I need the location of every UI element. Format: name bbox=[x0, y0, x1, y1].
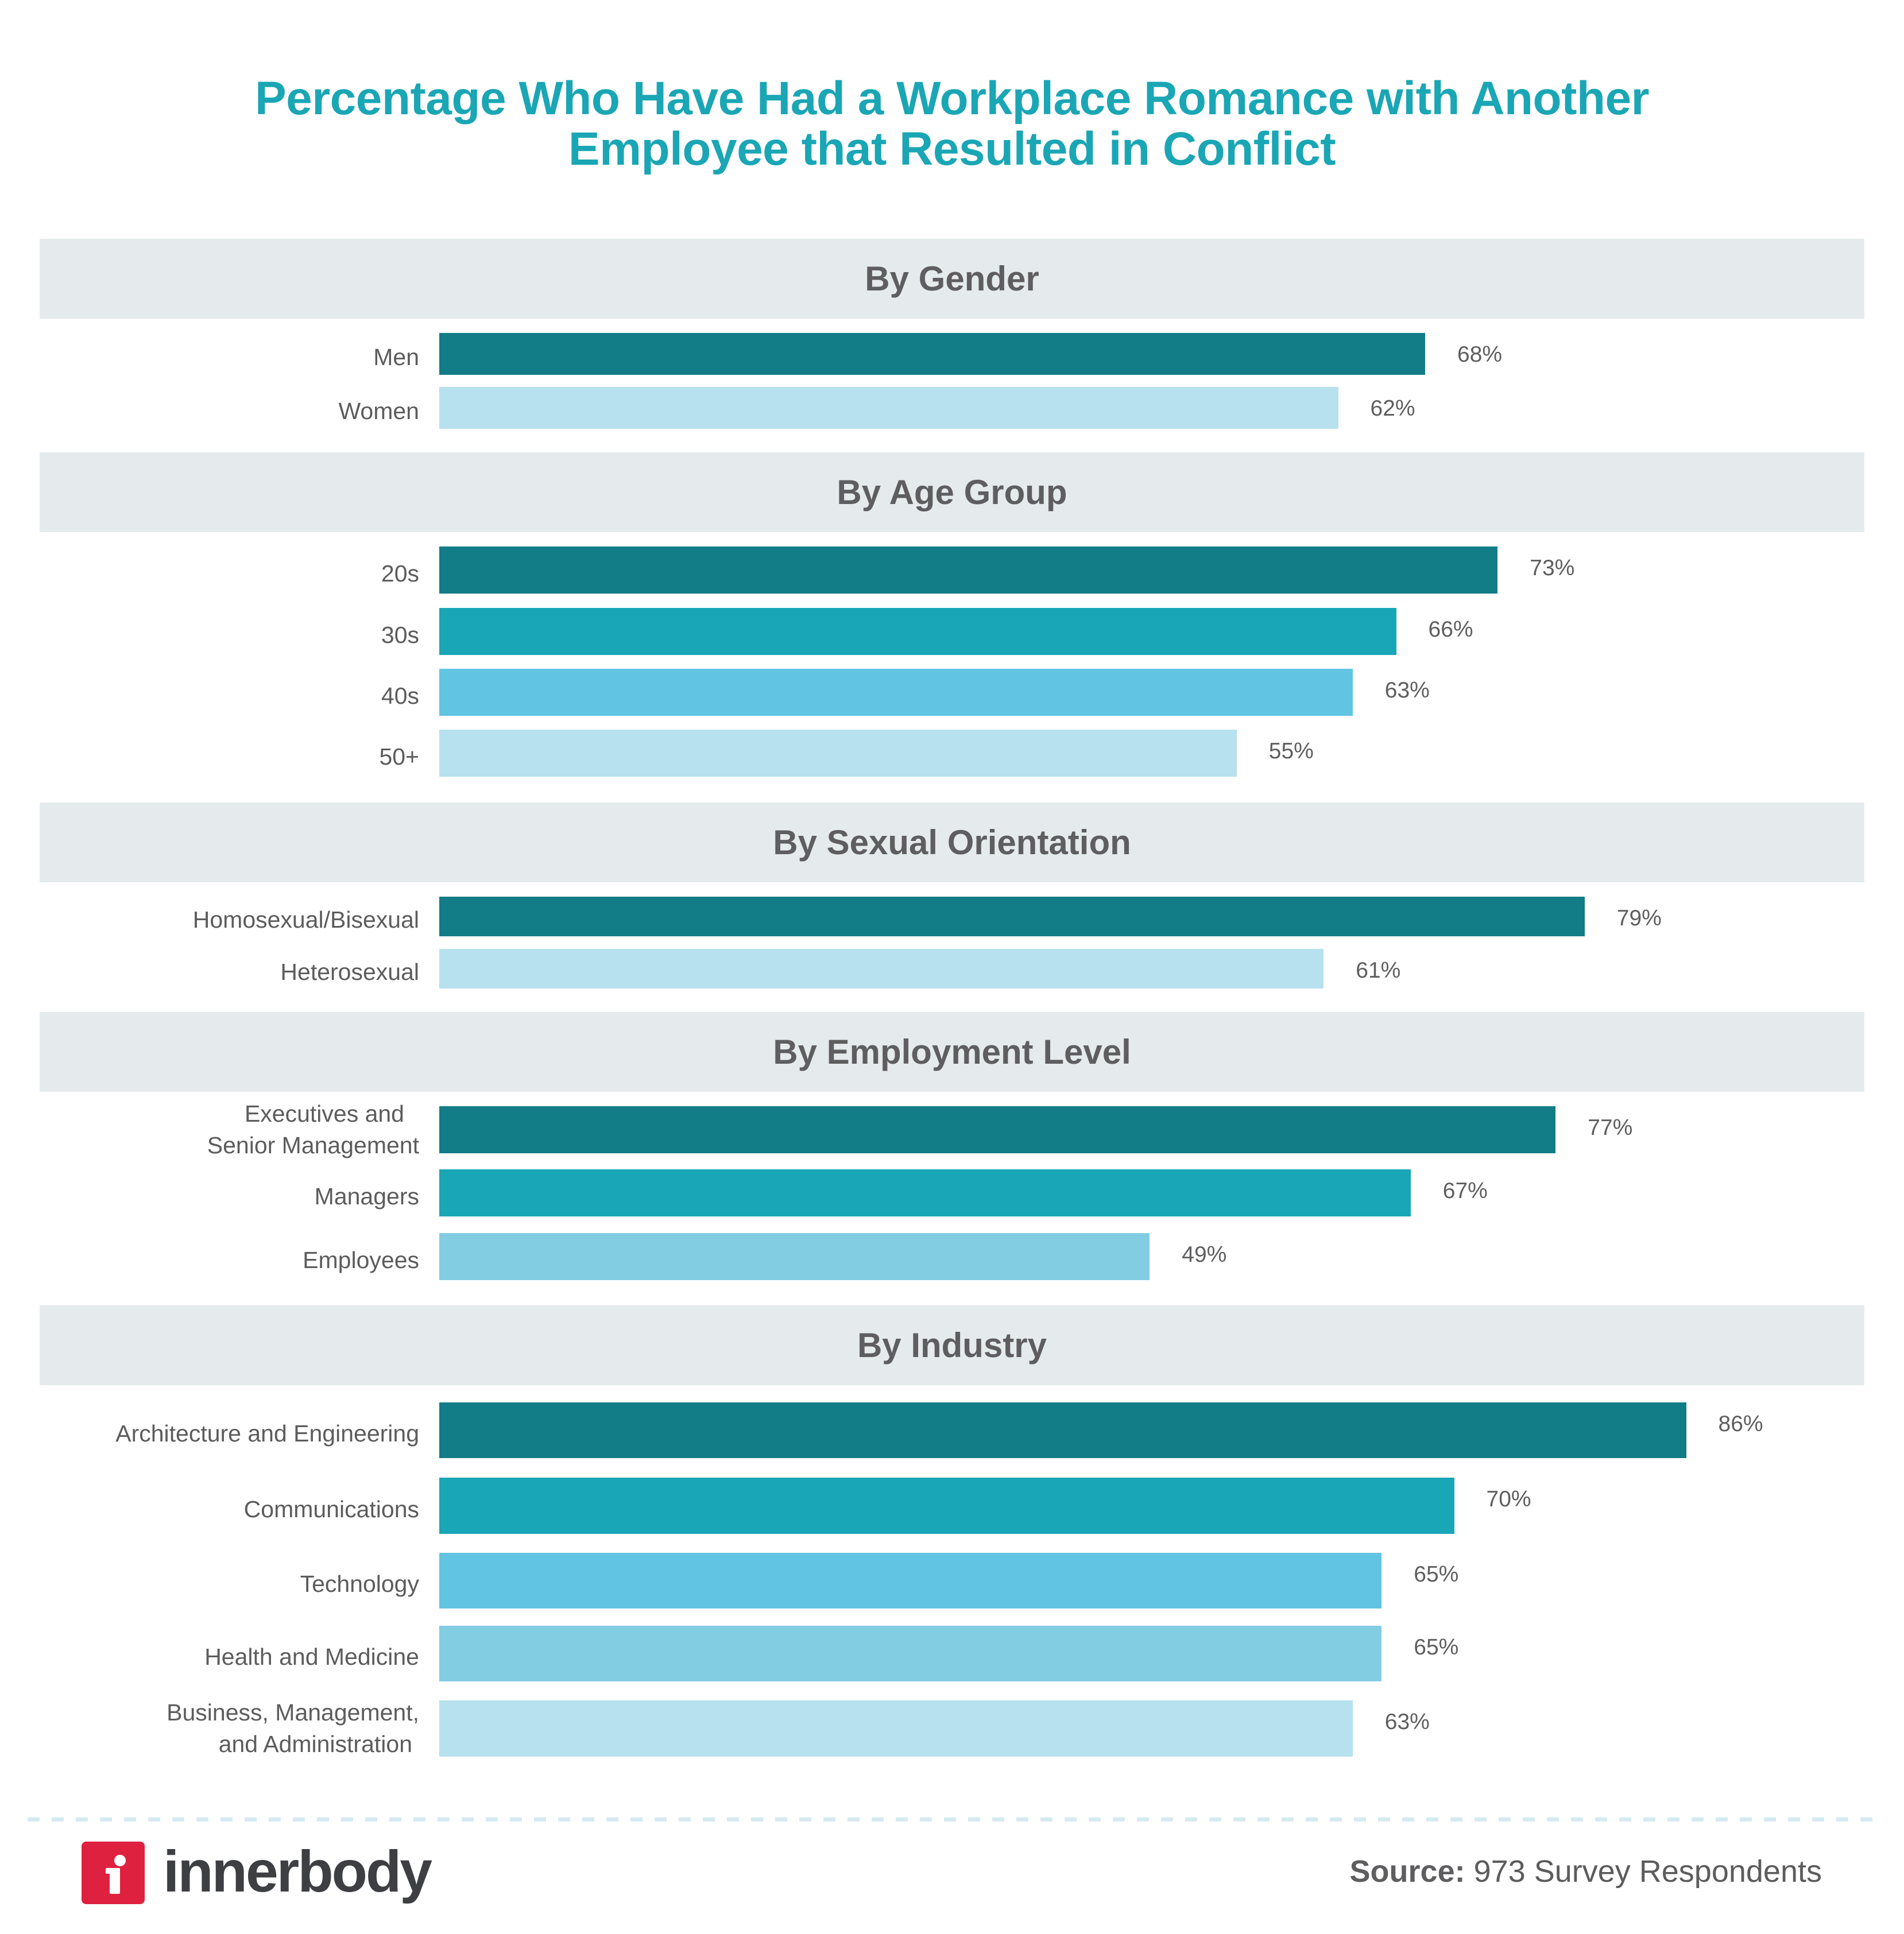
bar-value: 65% bbox=[1414, 1562, 1459, 1587]
section-header-industry: By Industry bbox=[40, 1305, 1864, 1385]
bar-value: 68% bbox=[1457, 342, 1503, 367]
bar-label-line-1: Business, Management, bbox=[167, 1699, 419, 1726]
bar-label-line-2: Senior Management bbox=[207, 1132, 419, 1158]
bar bbox=[439, 669, 1353, 716]
bar-label: 50+ bbox=[379, 743, 419, 770]
section-title: By Industry bbox=[857, 1325, 1047, 1365]
bar-row-50-plus: 50+ 55% bbox=[0, 730, 1904, 777]
bar-label: Women bbox=[338, 398, 419, 424]
bar-row-technology: Technology 65% bbox=[0, 1553, 1904, 1609]
bar-label: 20s bbox=[381, 560, 419, 587]
chart-title: Percentage Who Have Had a Workplace Roma… bbox=[0, 73, 1904, 175]
bar-label: Employees bbox=[303, 1246, 419, 1273]
bar bbox=[439, 949, 1324, 989]
bar-label: 40s bbox=[381, 682, 419, 709]
bar-value: 65% bbox=[1414, 1635, 1459, 1660]
bar-row-30s: 30s 66% bbox=[0, 608, 1904, 655]
chart-title-line-1: Percentage Who Have Had a Workplace Roma… bbox=[254, 72, 1650, 125]
logo-i-stem bbox=[110, 1868, 120, 1894]
bar-row-business-management: Business, Management, and Administration… bbox=[0, 1699, 1904, 1757]
bar-value: 55% bbox=[1268, 739, 1314, 763]
section-header-sexual-orientation: By Sexual Orientation bbox=[40, 803, 1864, 882]
bar bbox=[439, 730, 1237, 777]
bar-value: 77% bbox=[1588, 1115, 1633, 1140]
section-title: By Age Group bbox=[837, 472, 1067, 511]
bar-label-line-1: Executives and bbox=[244, 1100, 404, 1127]
bar-label: Executives and Senior Management bbox=[207, 1100, 419, 1158]
bar bbox=[439, 387, 1338, 429]
bar-label: Business, Management, and Administration bbox=[167, 1699, 419, 1757]
chart-title-line-2: Employee that Resulted in Conflict bbox=[568, 123, 1336, 175]
bar-value: 62% bbox=[1370, 396, 1415, 421]
bar-row-managers: Managers 67% bbox=[0, 1169, 1904, 1216]
source-note: Source: 973 Survey Respondents bbox=[1350, 1853, 1822, 1890]
bar-value: 79% bbox=[1616, 906, 1662, 931]
bar bbox=[439, 1169, 1411, 1216]
bar-row-communications: Communications 70% bbox=[0, 1478, 1904, 1534]
section-title: By Sexual Orientation bbox=[773, 823, 1131, 862]
bar bbox=[439, 897, 1585, 936]
bar bbox=[439, 1626, 1382, 1681]
bar bbox=[439, 1106, 1556, 1153]
dashed-divider bbox=[28, 1817, 1878, 1821]
bar-value: 63% bbox=[1384, 1710, 1430, 1734]
bar bbox=[439, 1700, 1353, 1757]
section-header-employment-level: By Employment Level bbox=[40, 1012, 1864, 1092]
bar-value: 73% bbox=[1530, 556, 1575, 580]
section-title: By Employment Level bbox=[773, 1032, 1131, 1071]
bar-row-heterosexual: Heterosexual 61% bbox=[0, 949, 1904, 989]
bar-label: Heterosexual bbox=[280, 959, 419, 985]
bar bbox=[439, 1402, 1686, 1458]
bar-value: 61% bbox=[1356, 958, 1401, 983]
bar-row-40s: 40s 63% bbox=[0, 669, 1904, 716]
bar-value: 66% bbox=[1428, 617, 1473, 642]
bar bbox=[439, 1478, 1454, 1534]
bar-row-executives: Executives and Senior Management 77% bbox=[0, 1100, 1904, 1158]
section-header-age-group: By Age Group bbox=[40, 452, 1864, 532]
innerbody-logo-text: innerbody bbox=[163, 1839, 432, 1904]
bar bbox=[439, 547, 1498, 594]
bar bbox=[439, 1233, 1150, 1280]
innerbody-logo-icon bbox=[82, 1842, 145, 1904]
bar-label: Homosexual/Bisexual bbox=[192, 906, 419, 933]
bar-row-employees: Employees 49% bbox=[0, 1233, 1904, 1280]
bar-label: Health and Medicine bbox=[204, 1644, 419, 1670]
bar-row-homosexual-bisexual: Homosexual/Bisexual 79% bbox=[0, 897, 1904, 936]
bar-row-men: Men 68% bbox=[0, 333, 1904, 375]
bar-label: Architecture and Engineering bbox=[115, 1420, 419, 1447]
bar-row-women: Women 62% bbox=[0, 387, 1904, 429]
section-title: By Gender bbox=[865, 259, 1039, 298]
bar-row-20s: 20s 73% bbox=[0, 547, 1904, 594]
bar-label: Men bbox=[373, 344, 419, 370]
bar-value: 49% bbox=[1182, 1242, 1227, 1267]
bar-value: 70% bbox=[1486, 1487, 1531, 1511]
bar bbox=[439, 333, 1425, 375]
logo-i-dot bbox=[114, 1855, 126, 1866]
bar-row-architecture-engineering: Architecture and Engineering 86% bbox=[0, 1402, 1904, 1458]
bar bbox=[439, 608, 1396, 655]
source-label: Source: bbox=[1349, 1854, 1465, 1889]
bar-label: Managers bbox=[314, 1183, 419, 1210]
bar-value: 63% bbox=[1384, 678, 1430, 703]
section-header-gender: By Gender bbox=[40, 239, 1864, 319]
source-text: 973 Survey Respondents bbox=[1465, 1854, 1822, 1889]
logo-i-notch bbox=[106, 1868, 111, 1874]
bar-value: 67% bbox=[1442, 1179, 1488, 1203]
bar-label: Communications bbox=[243, 1495, 419, 1522]
bar-label: Technology bbox=[300, 1571, 419, 1597]
bar-row-health-medicine: Health and Medicine 65% bbox=[0, 1626, 1904, 1681]
bar-label-line-2: and Administration bbox=[218, 1731, 412, 1757]
bar bbox=[439, 1553, 1382, 1609]
bar-value: 86% bbox=[1718, 1412, 1763, 1436]
bar-label: 30s bbox=[381, 621, 419, 648]
